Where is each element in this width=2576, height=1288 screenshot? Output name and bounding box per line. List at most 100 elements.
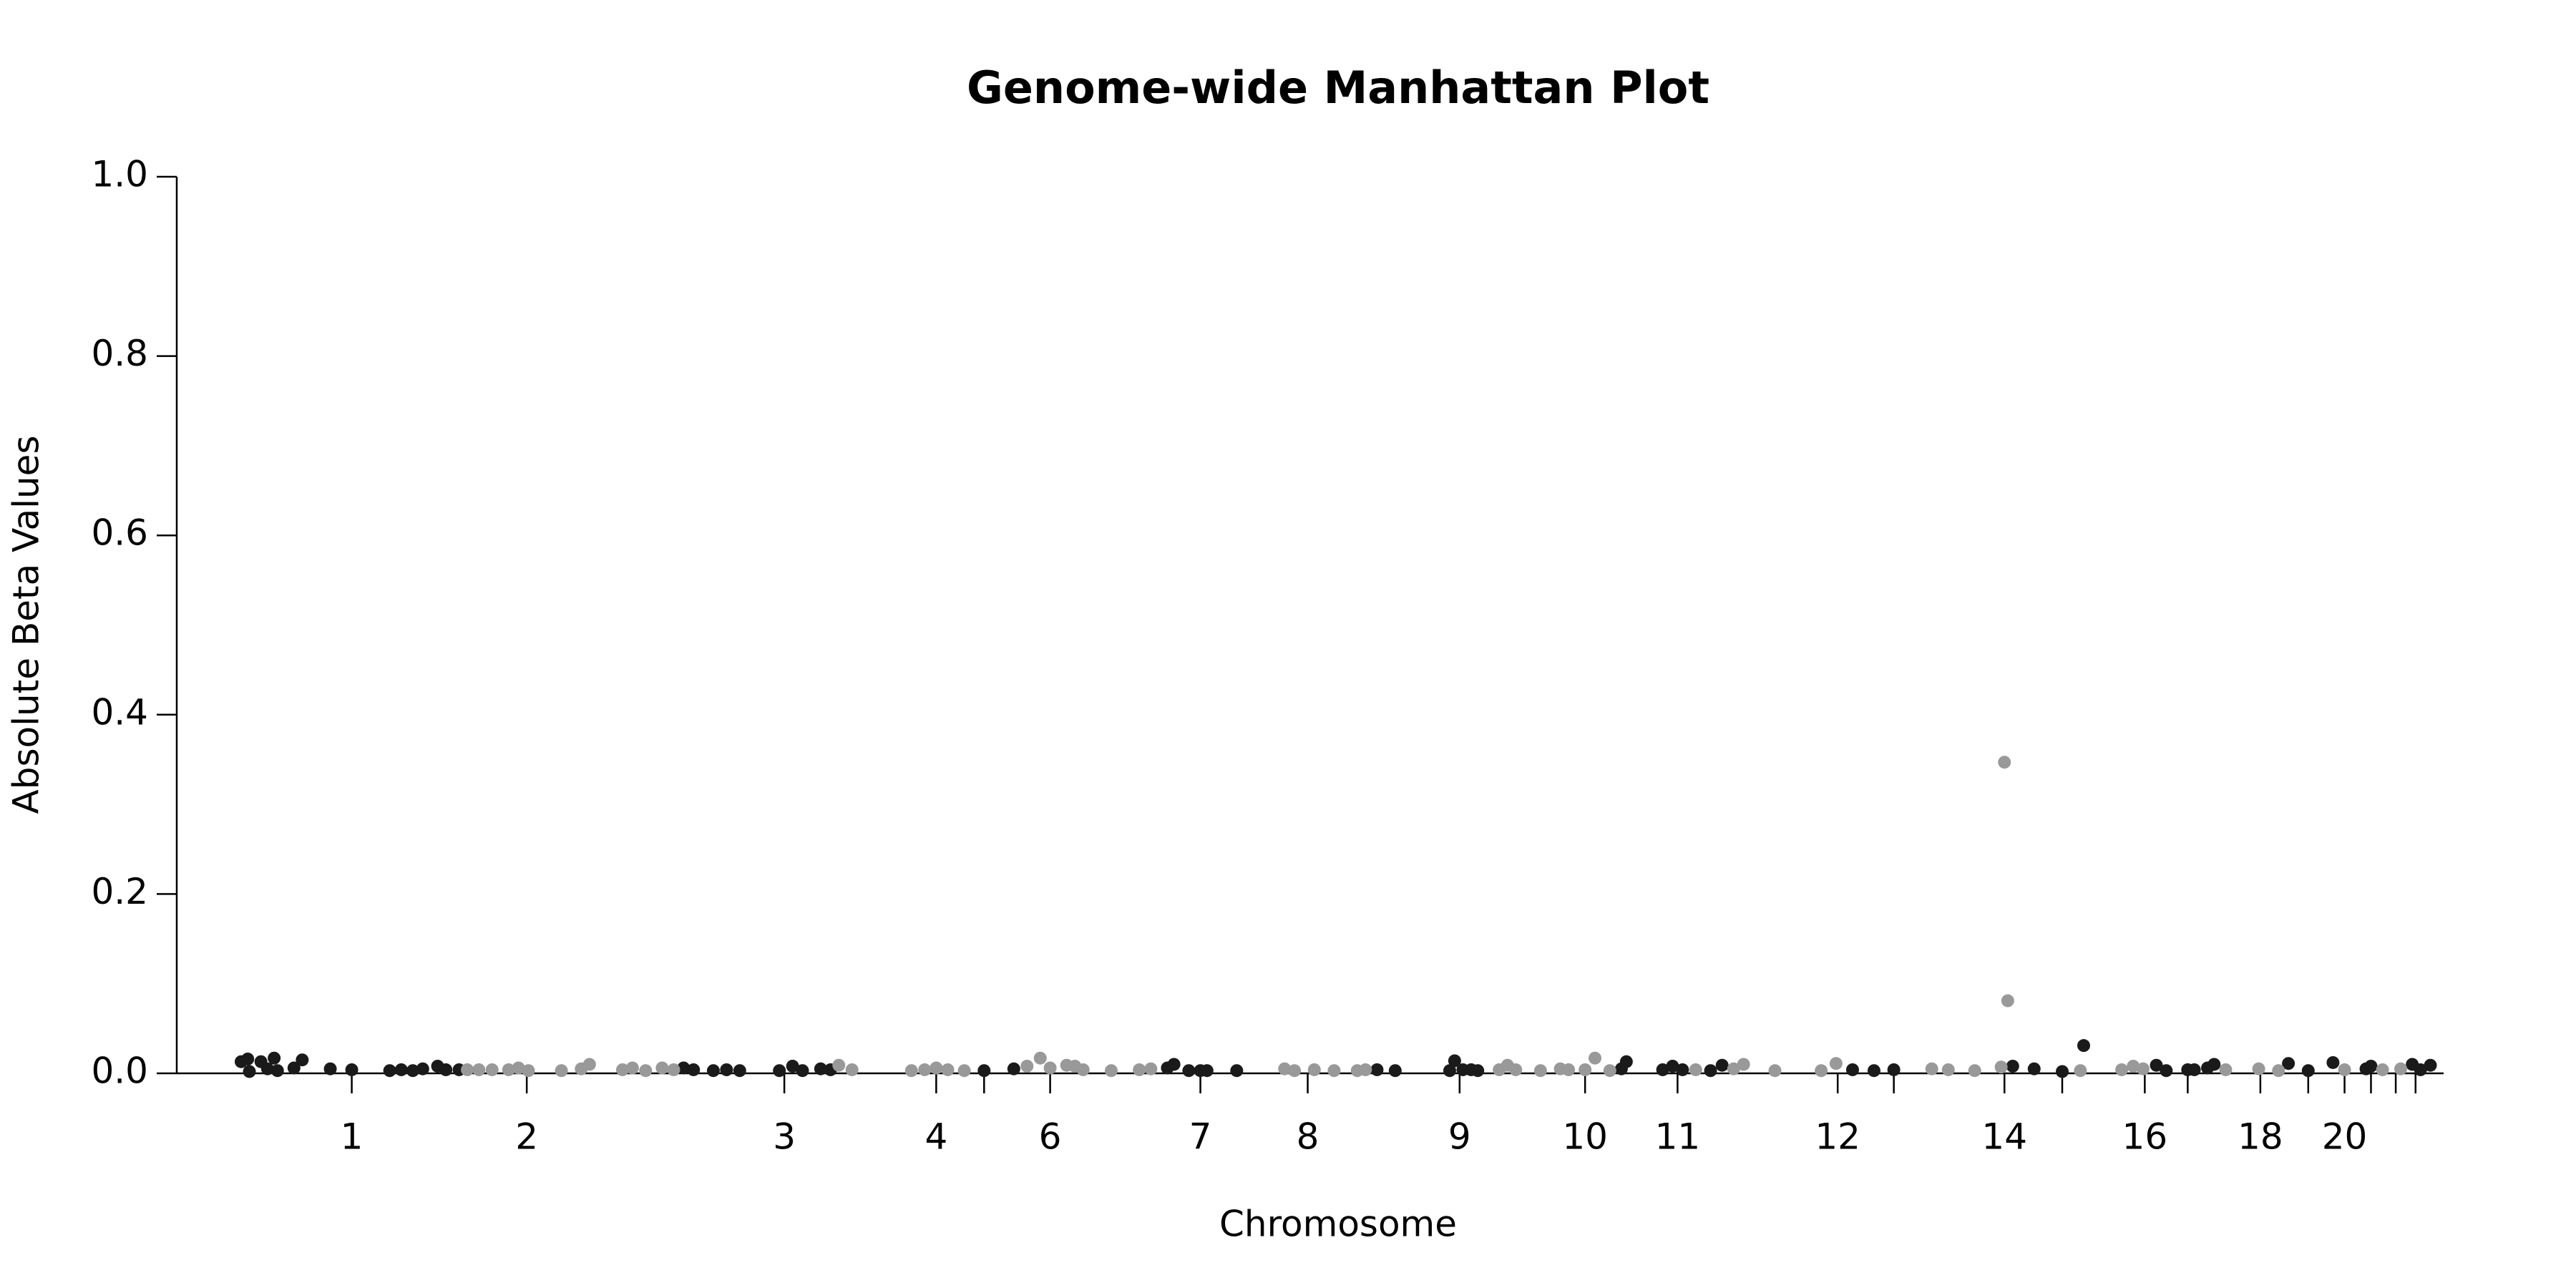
point — [977, 1064, 991, 1078]
point — [1666, 1059, 1679, 1073]
y-tick-label: 0.2 — [91, 871, 148, 912]
point — [485, 1063, 499, 1076]
point — [241, 1052, 255, 1065]
point — [416, 1062, 429, 1075]
point — [1471, 1064, 1485, 1078]
y-tick-label: 1.0 — [91, 154, 148, 195]
point — [918, 1063, 932, 1076]
chart-title: Genome-wide Manhattan Plot — [967, 62, 1709, 114]
point — [1307, 1063, 1321, 1076]
point — [1994, 1060, 2008, 1074]
x-tick-label: 2 — [515, 1116, 538, 1158]
x-tick-label: 3 — [773, 1116, 796, 1158]
point — [2160, 1064, 2173, 1078]
point — [677, 1061, 691, 1075]
point — [667, 1063, 680, 1076]
point — [1388, 1064, 1402, 1078]
point — [2006, 1059, 2019, 1073]
x-tick-label: 7 — [1189, 1116, 1212, 1158]
point — [1768, 1064, 1782, 1078]
x-tick-label: 9 — [1448, 1116, 1471, 1158]
point — [1167, 1058, 1181, 1071]
point — [2326, 1055, 2340, 1069]
y-tick-label: 0.0 — [91, 1050, 148, 1092]
point — [1676, 1063, 1689, 1076]
point — [582, 1058, 596, 1071]
point — [323, 1062, 337, 1075]
point — [1443, 1064, 1456, 1078]
x-tick-label: 20 — [2322, 1116, 2368, 1158]
point — [2338, 1063, 2351, 1076]
point — [2150, 1058, 2163, 1072]
point — [1656, 1063, 1669, 1076]
point — [1448, 1054, 1461, 1068]
point — [2282, 1057, 2296, 1070]
point — [2074, 1064, 2087, 1078]
x-axis-label: Chromosome — [1219, 1204, 1457, 1245]
point — [720, 1063, 733, 1076]
point — [1998, 756, 2011, 769]
point — [786, 1059, 799, 1073]
point — [1815, 1064, 1828, 1078]
point — [1230, 1064, 1244, 1078]
x-tick-label: 18 — [2238, 1116, 2283, 1158]
x-tick-label: 12 — [1815, 1116, 1860, 1158]
point — [1704, 1064, 1717, 1078]
point — [1533, 1064, 1547, 1078]
point — [555, 1064, 568, 1078]
x-tick-label: 11 — [1655, 1116, 1701, 1158]
point — [461, 1063, 474, 1076]
point — [2115, 1063, 2129, 1076]
point — [1689, 1063, 1702, 1076]
point — [1925, 1062, 1938, 1075]
point — [1370, 1063, 1384, 1076]
x-tick-label: 8 — [1297, 1116, 1319, 1158]
point — [2414, 1063, 2427, 1076]
point — [1887, 1063, 1901, 1076]
point — [2219, 1063, 2233, 1076]
point — [502, 1063, 515, 1076]
point — [406, 1064, 419, 1078]
point — [270, 1064, 284, 1078]
y-tick-label: 0.4 — [91, 691, 148, 733]
x-tick-label: 6 — [1039, 1116, 1062, 1158]
point — [1715, 1058, 1729, 1072]
point — [814, 1062, 827, 1075]
point — [268, 1051, 281, 1065]
point — [394, 1063, 408, 1076]
point — [2027, 1062, 2041, 1075]
point — [957, 1064, 971, 1078]
x-tick-label: 16 — [2122, 1116, 2168, 1158]
y-axis-label: Absolute Beta Values — [6, 436, 47, 814]
point — [1288, 1064, 1302, 1078]
point — [655, 1061, 669, 1075]
point — [625, 1061, 639, 1075]
point — [1359, 1063, 1372, 1076]
point — [1737, 1058, 1750, 1071]
point — [2207, 1058, 2221, 1071]
point — [706, 1064, 720, 1078]
point — [1327, 1064, 1341, 1078]
point — [1133, 1063, 1146, 1076]
point — [2424, 1058, 2437, 1072]
point — [1619, 1055, 1633, 1068]
point — [615, 1063, 629, 1076]
point — [2364, 1059, 2378, 1073]
point — [1603, 1064, 1616, 1078]
point — [1200, 1064, 1214, 1078]
x-tick-label: 14 — [1981, 1116, 2027, 1158]
point — [733, 1064, 746, 1078]
point — [243, 1065, 256, 1078]
point — [1589, 1051, 1602, 1065]
point — [941, 1063, 955, 1076]
point — [2077, 1039, 2090, 1053]
point — [1043, 1061, 1057, 1075]
point — [1076, 1063, 1090, 1076]
point — [1727, 1062, 1740, 1075]
point — [2376, 1063, 2389, 1076]
point — [1104, 1064, 1118, 1078]
point — [522, 1064, 535, 1078]
point — [845, 1063, 859, 1076]
point — [687, 1063, 701, 1076]
